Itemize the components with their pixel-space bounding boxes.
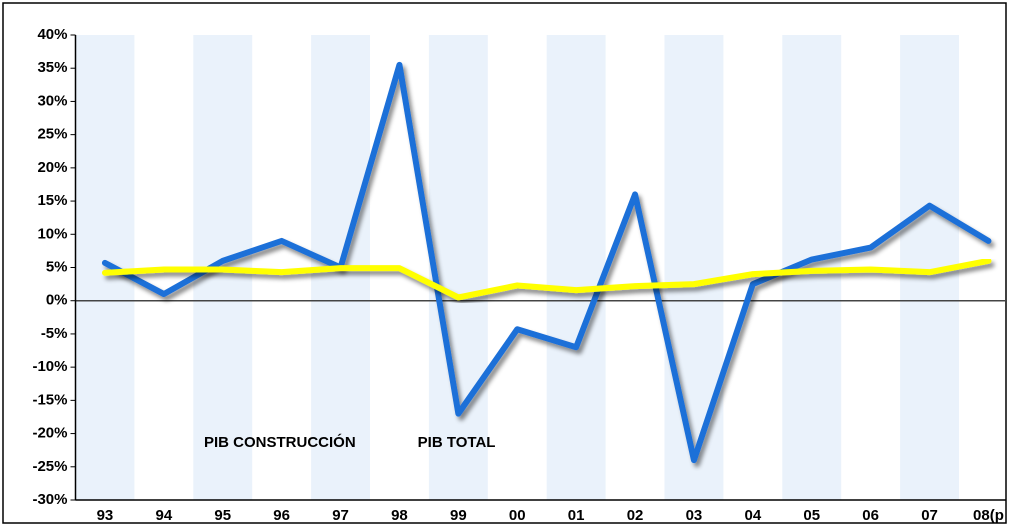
x-tick-label: 00 [509, 507, 526, 524]
x-tick-label: 98 [391, 507, 408, 524]
stripe [546, 35, 606, 500]
x-tick-label: 05 [803, 507, 820, 524]
y-tick-label: -25% [32, 458, 67, 475]
x-tick-label: 03 [686, 507, 703, 524]
series-line [101, 61, 992, 464]
axes: 93 94 95 96 97 98 99 00 01 02 03 04 05 06 07 08(p -30% -2… [32, 26, 1006, 524]
stripes [75, 35, 959, 500]
x-tick-label: 95 [214, 507, 231, 524]
x-tick-label: 06 [862, 507, 879, 524]
x-tick-label: 93 [97, 507, 114, 524]
y-tick-label: 35% [37, 59, 67, 76]
y-tick-label: 30% [37, 92, 67, 109]
stripe [75, 35, 135, 500]
x-tick-label: 94 [156, 507, 173, 524]
x-tick-label: 99 [450, 507, 467, 524]
x-tick-label: 07 [921, 507, 938, 524]
y-tick-label: 25% [37, 126, 67, 143]
series-line [101, 257, 992, 301]
legend-label: PIB CONSTRUCCIÓN [204, 433, 356, 451]
y-tick-label: 20% [37, 159, 67, 176]
y-tick-label: -20% [32, 425, 67, 442]
legend-label: PIB TOTAL [418, 434, 496, 451]
lines [101, 61, 992, 464]
y-tick-label: -10% [32, 358, 67, 375]
y-tick-label: -5% [41, 325, 68, 342]
x-tick-label: 96 [273, 507, 290, 524]
y-tick-label: -15% [32, 391, 67, 408]
x-tick-label: 02 [627, 507, 644, 524]
x-tick-label: 08(p [973, 507, 1004, 524]
x-tick-label: 97 [332, 507, 349, 524]
y-tick-label: 40% [37, 26, 67, 43]
y-tick-label: 10% [37, 225, 67, 242]
x-tick-label: 01 [568, 507, 585, 524]
stripe [664, 35, 724, 500]
y-tick-label: 5% [46, 258, 68, 275]
y-tick-label: -30% [32, 491, 67, 508]
y-tick-label: 15% [37, 192, 67, 209]
y-tick-label: 0% [46, 292, 68, 309]
stripe [428, 35, 488, 500]
legend: PIB CONSTRUCCIÓN PIB TOTAL [167, 433, 496, 451]
x-tick-label: 04 [745, 507, 762, 524]
